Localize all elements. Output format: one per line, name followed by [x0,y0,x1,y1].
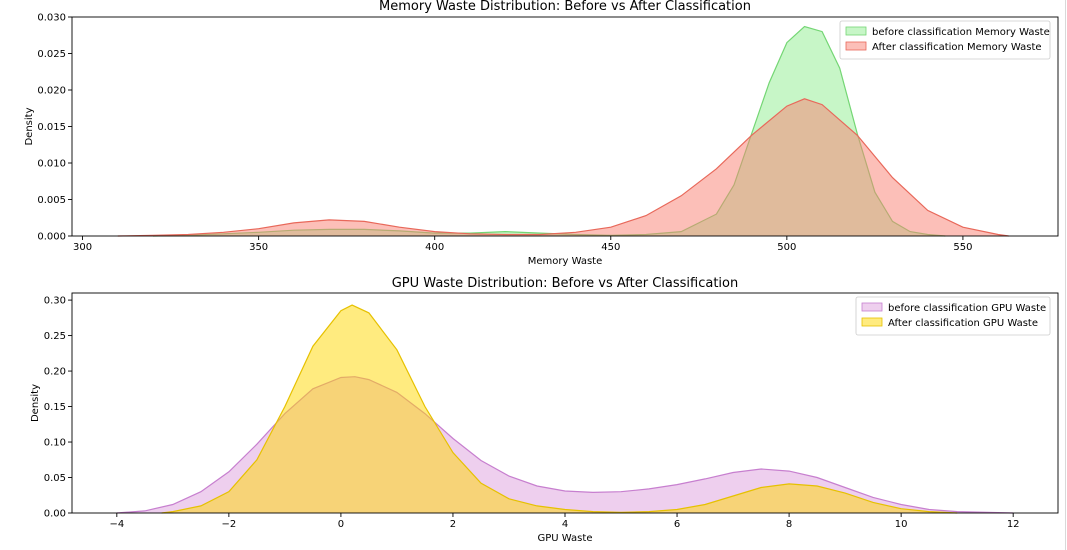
series-area-1 [117,98,1009,236]
y-tick-label: 0.020 [37,86,66,97]
legend-swatch [845,26,867,36]
y-tick-label: 0.005 [37,195,66,206]
y-tick-label: 0.10 [44,438,66,449]
y-tick-label: 0.25 [44,331,66,342]
y-tick-label: 0.20 [44,367,66,378]
x-tick-label: 12 [1007,519,1020,530]
series-line-1 [117,98,1009,237]
x-tick-label: 450 [601,242,620,253]
y-axis-label: Density [24,107,35,145]
x-tick-label: 8 [786,519,792,530]
series-area-1 [161,305,958,513]
legend-label: before classification GPU Waste [888,303,1046,314]
x-axis-label: Memory Waste [528,256,603,267]
legend-swatch [861,302,883,312]
y-tick-label: 0.00 [44,509,66,520]
legend-box [855,296,1051,336]
legend-box [839,20,1051,60]
x-tick-label: 500 [777,242,796,253]
series-line-0 [116,376,1014,514]
y-tick-label: 0.030 [37,13,66,24]
legend: before classification Memory Waste After … [839,20,1051,60]
y-tick-label: 0.000 [37,232,66,243]
x-tick-label: 300 [73,242,92,253]
x-axis-label: GPU Waste [538,533,593,544]
y-tick-label: 0.15 [44,402,66,413]
legend-swatch [845,41,867,51]
chart-title: Memory Waste Distribution: Before vs Aft… [379,0,751,14]
legend-label: After classification Memory Waste [872,42,1042,53]
chart-1: −4 −2 0 2 4 6 8 10 12 0.00 0.05 0.10 0.15 0.20 0.25 0.3… [30,276,1059,544]
series-line-1 [161,304,958,514]
y-tick-label: 0.025 [37,49,66,60]
legend-swatch [861,317,883,327]
legend: before classification GPU Waste After cla… [855,296,1051,336]
x-tick-label: 550 [953,242,972,253]
window-edge [1065,0,1066,550]
x-tick-label: −4 [109,519,124,530]
y-tick-label: 0.30 [44,296,66,307]
x-tick-label: 4 [562,519,568,530]
legend-label: After classification GPU Waste [888,318,1038,329]
y-tick-label: 0.05 [44,473,66,484]
x-tick-label: 350 [249,242,268,253]
x-tick-label: 6 [674,519,680,530]
x-tick-label: 0 [338,519,344,530]
y-tick-label: 0.010 [37,159,66,170]
chart-0: 300 350 400 450 500 550 0.000 0.005 0.010 0.015 0.… [24,0,1059,267]
legend-label: before classification Memory Waste [872,27,1050,38]
x-tick-label: 10 [895,519,908,530]
y-tick-label: 0.015 [37,122,66,133]
x-tick-label: 2 [450,519,456,530]
x-tick-label: 400 [425,242,444,253]
y-axis-label: Density [30,384,41,422]
chart-title: GPU Waste Distribution: Before vs After … [392,276,739,291]
x-tick-label: −2 [221,519,236,530]
